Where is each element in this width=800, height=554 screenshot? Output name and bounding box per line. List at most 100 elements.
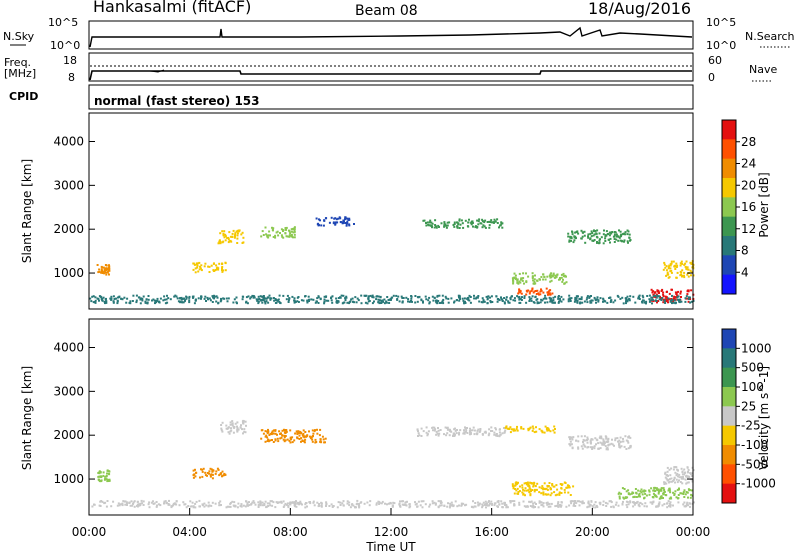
data-cell (467, 296, 470, 299)
data-cell (567, 484, 570, 487)
data-cell (569, 438, 571, 441)
data-cell (437, 427, 439, 429)
data-cell (433, 429, 436, 432)
data-cell (353, 223, 355, 225)
data-cell (601, 443, 604, 446)
nave-label: Nave (749, 63, 777, 76)
data-cell (578, 504, 581, 507)
data-cell (437, 500, 440, 503)
colorbar-tick-label: 1000 (741, 341, 772, 355)
data-cell (112, 301, 115, 304)
data-cell (689, 502, 692, 505)
data-cell (536, 289, 539, 292)
data-cell (448, 434, 451, 437)
data-cell (297, 430, 300, 433)
data-cell (167, 297, 170, 300)
data-cell (454, 500, 457, 503)
data-cell (680, 477, 683, 480)
data-cell (526, 481, 529, 484)
data-cell (509, 426, 512, 429)
data-cell (440, 504, 443, 507)
data-cell (269, 432, 272, 435)
data-cell (225, 297, 228, 300)
data-cell (367, 297, 370, 300)
data-cell (470, 223, 473, 226)
data-cell (106, 472, 108, 475)
data-cell (507, 301, 510, 304)
data-cell (485, 295, 488, 298)
data-cell (598, 436, 601, 439)
data-cell (425, 426, 428, 429)
data-cell (690, 271, 693, 274)
data-cell (562, 278, 564, 281)
data-cell (211, 301, 214, 303)
data-cell (322, 224, 325, 227)
data-cell (529, 505, 532, 507)
data-cell (619, 436, 622, 439)
data-cell (629, 501, 632, 504)
data-cell (316, 297, 319, 300)
data-cell (520, 299, 523, 301)
data-cell (549, 276, 552, 279)
data-cell (421, 506, 424, 509)
data-cell (619, 297, 622, 300)
data-cell (581, 301, 584, 304)
data-cell (381, 500, 384, 503)
data-cell (110, 295, 113, 298)
data-cell (670, 477, 673, 480)
data-cell (252, 500, 255, 503)
data-cell (588, 503, 591, 506)
data-cell (673, 466, 676, 469)
data-cell (208, 472, 210, 475)
data-cell (446, 426, 449, 429)
data-cell (106, 500, 109, 502)
data-cell (613, 241, 616, 243)
data-cell (511, 483, 514, 486)
data-cell (604, 237, 607, 240)
sky-label: N.Sky (3, 30, 35, 43)
data-cell (677, 469, 679, 472)
data-cell (435, 226, 438, 229)
data-cell (573, 300, 576, 303)
data-cell (687, 481, 690, 484)
data-cell (650, 288, 653, 291)
data-cell (229, 505, 232, 508)
data-cell (404, 501, 407, 504)
data-cell (598, 241, 601, 244)
data-cell (192, 469, 195, 472)
data-cell (522, 488, 524, 491)
data-cell (641, 294, 644, 297)
data-cell (163, 295, 166, 298)
data-cell (591, 438, 594, 441)
data-cell (460, 503, 463, 506)
data-cell (687, 504, 689, 507)
data-cell (674, 291, 677, 294)
data-cell (293, 501, 296, 504)
data-cell (658, 298, 661, 301)
data-cell (239, 505, 242, 508)
data-cell (497, 501, 500, 504)
data-cell (423, 219, 426, 222)
data-cell (364, 295, 367, 297)
data-cell (102, 474, 105, 477)
data-cell (293, 226, 296, 229)
data-cell (607, 443, 610, 446)
data-cell (671, 294, 673, 297)
data-cell (525, 505, 527, 508)
power-colorbar-label: Power [dB] (757, 172, 771, 237)
data-cell (588, 295, 591, 298)
data-cell (242, 241, 245, 244)
data-cell (440, 500, 442, 503)
data-cell (321, 435, 324, 438)
data-cell (638, 298, 641, 300)
data-cell (476, 219, 479, 222)
data-cell (498, 431, 501, 434)
data-cell (669, 264, 672, 267)
data-cell (257, 298, 260, 301)
colorbar-segment (722, 483, 736, 504)
data-cell (545, 493, 548, 496)
data-cell (344, 218, 346, 221)
data-cell (323, 302, 326, 305)
data-cell (577, 435, 580, 438)
data-cell (349, 506, 352, 509)
